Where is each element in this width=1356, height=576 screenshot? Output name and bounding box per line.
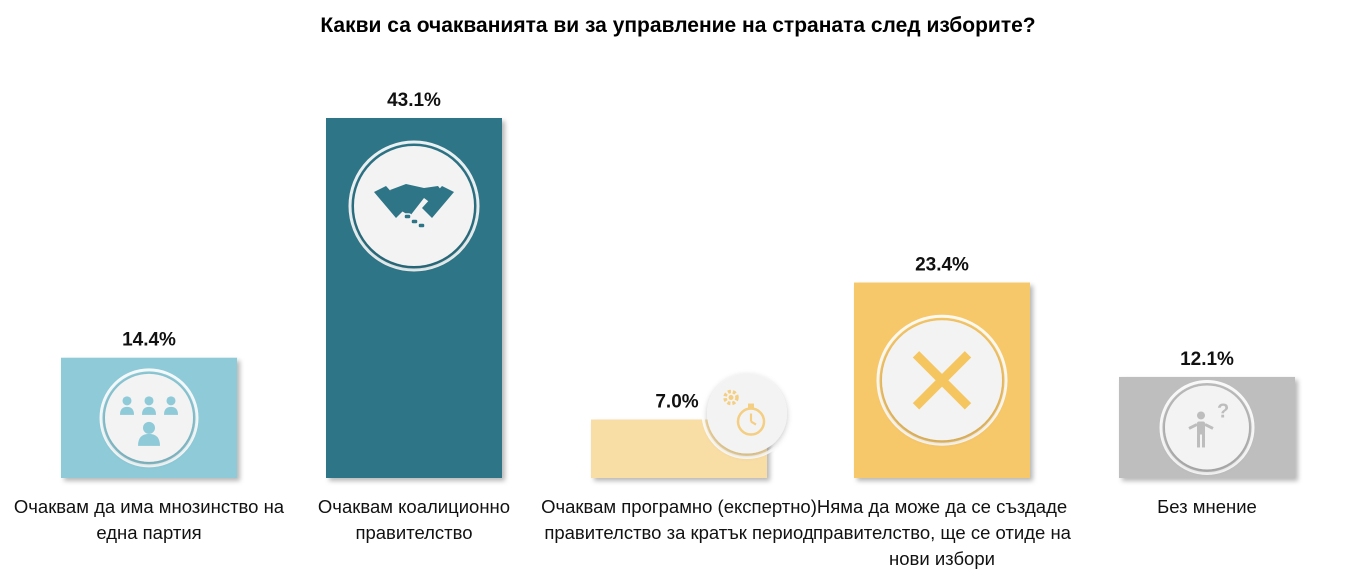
svg-text:?: ?: [1217, 400, 1229, 422]
person-question-icon: ?: [1159, 379, 1255, 475]
value-label-4: 23.4%: [915, 255, 969, 276]
people-group-icon: [99, 368, 199, 468]
category-label-1: Очаквам да има мнозинство на една партия: [13, 496, 285, 543]
category-label-3: Очаквам програмно (експертно) правителст…: [541, 496, 817, 543]
stopwatch-gear-icon: [701, 368, 793, 460]
value-label-3: 7.0%: [655, 392, 698, 413]
category-label-4: Няма да може да се създаде правителство,…: [813, 496, 1071, 569]
value-label-2: 43.1%: [387, 90, 441, 111]
value-label-1: 14.4%: [122, 330, 176, 351]
cross-icon: [876, 314, 1008, 446]
category-label-2: Очаквам коалиционно правителство: [317, 496, 511, 543]
handshake-icon: [348, 140, 480, 272]
category-label-5: Без мнение: [1157, 496, 1257, 517]
value-label-5: 12.1%: [1180, 349, 1234, 370]
chart-title: Какви са очакванията ви за управление на…: [320, 14, 1036, 37]
